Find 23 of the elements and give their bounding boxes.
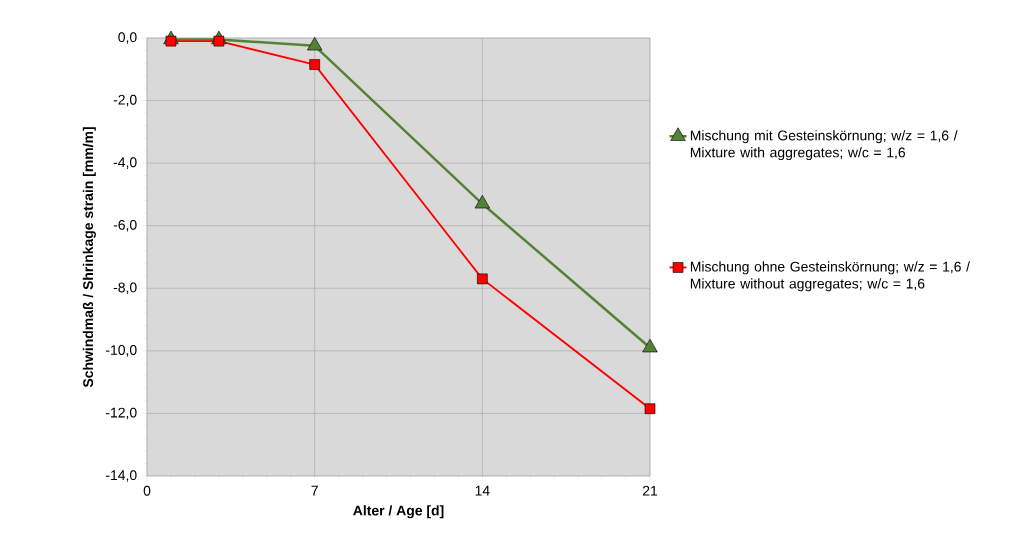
y-axis-title: Schwindmaß / Shrinkage strain [mm/m] — [82, 127, 96, 388]
y-tick-label: -6,0 — [113, 219, 137, 232]
y-tick-label: -10,0 — [106, 345, 137, 357]
legend-label: Mischung mit Gesteinskörnung; w/z = 1,6 / Mixture with aggregates; w/c = 1,6 — [690, 130, 958, 161]
point — [474, 195, 490, 209]
y-tick-label: -12,0 — [106, 407, 137, 420]
point — [644, 403, 656, 415]
y-tick-label: -14,0 — [106, 470, 137, 482]
y-tick-label: -8,0 — [113, 282, 137, 295]
x-axis-title: Alter / Age [d] — [353, 505, 444, 519]
point — [213, 35, 225, 47]
x-tick-label: 7 — [311, 485, 318, 496]
legend-label: Mischung ohne Gesteinskörnung; w/z = 1,6 / Mixture without aggregates; w/c = 1,6 — [690, 261, 970, 292]
x-tick-label: 0 — [143, 485, 151, 496]
point — [165, 35, 177, 47]
point — [309, 59, 320, 70]
y-tick-label: 0,0 — [118, 32, 137, 44]
point — [307, 37, 323, 51]
x-tick-label: 21 — [642, 485, 658, 496]
y-tick-label: -4,0 — [113, 157, 137, 169]
y-tick-label: -2,0 — [113, 94, 137, 107]
point — [477, 273, 488, 285]
x-tick-label: 14 — [475, 485, 490, 496]
